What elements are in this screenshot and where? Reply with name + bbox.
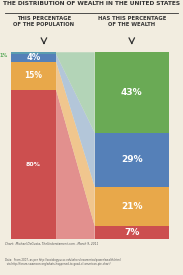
Bar (95, 187, 169, 226)
Text: THIS PERCENTAGE
OF THE POPULATION: THIS PERCENTAGE OF THE POPULATION (13, 16, 74, 28)
Text: Data:  From 2007, as per http://sociology.ucsc.edu/whorulesamerica/power/wealth.: Data: From 2007, as per http://sociology… (5, 258, 121, 266)
Text: 15%: 15% (25, 71, 42, 80)
Text: 43%: 43% (121, 88, 143, 97)
Polygon shape (56, 52, 95, 133)
Polygon shape (56, 62, 95, 226)
Bar (95, 226, 169, 239)
Polygon shape (56, 90, 95, 239)
Bar (95, 52, 169, 133)
Bar (11, 90, 56, 239)
Polygon shape (56, 54, 95, 187)
Text: HAS THIS PERCENTAGE
OF THE WEALTH: HAS THIS PERCENTAGE OF THE WEALTH (98, 16, 166, 28)
Bar (95, 133, 169, 187)
Text: 80%: 80% (26, 162, 41, 167)
Text: Chart:  Michael DeGusta, TheUnderstament.com - March 9, 2011: Chart: Michael DeGusta, TheUnderstament.… (5, 242, 99, 246)
Text: 1%: 1% (0, 53, 8, 58)
Text: 7%: 7% (124, 228, 139, 237)
Text: 29%: 29% (121, 155, 143, 164)
Bar (11, 54, 56, 62)
Text: THE DISTRIBUTION OF WEALTH IN THE UNITED STATES: THE DISTRIBUTION OF WEALTH IN THE UNITED… (3, 1, 180, 7)
Bar (11, 52, 56, 54)
Bar (11, 62, 56, 90)
Text: 21%: 21% (121, 202, 143, 211)
Text: 4%: 4% (26, 53, 41, 62)
